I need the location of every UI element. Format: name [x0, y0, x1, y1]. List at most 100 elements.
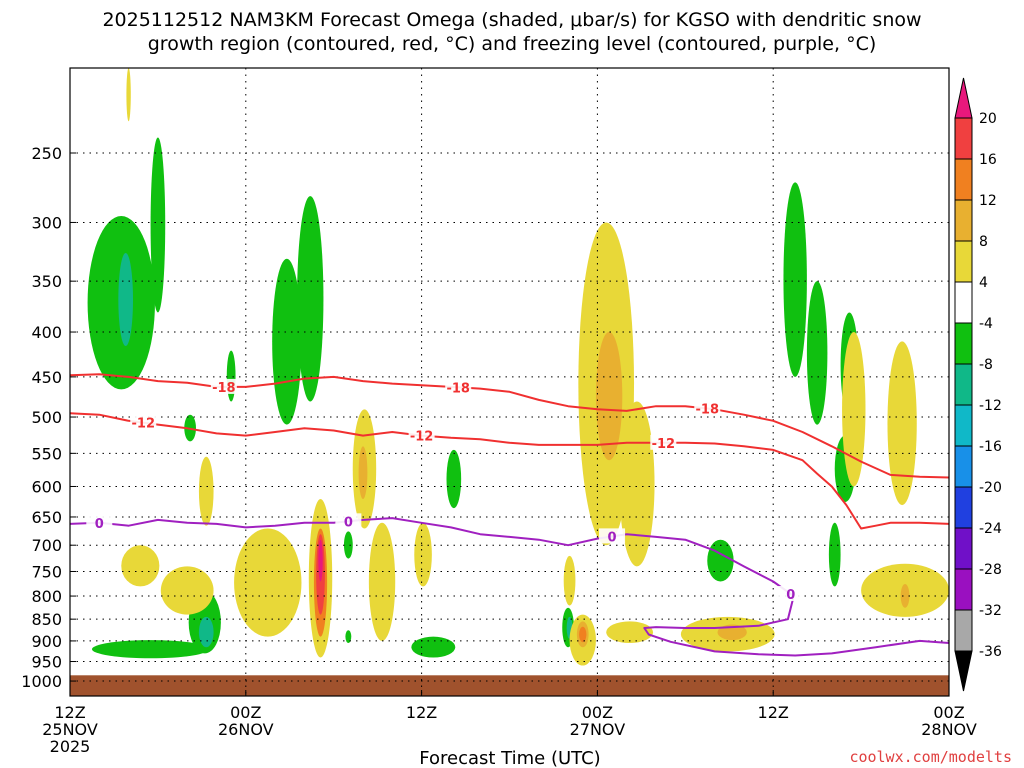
x-tick-label-5-0: 00Z [933, 703, 964, 722]
contour-label-bg-2-1 [335, 513, 362, 529]
omega-region-2-14 [842, 332, 866, 487]
x-tick-label-1-0: 00Z [230, 703, 261, 722]
y-axis-ticks: 250 300 350 400 450 500 550 600 650 700 750 800 850 9… [21, 144, 76, 691]
y-tick-label-600: 600 [31, 477, 62, 496]
y-tick-label-900: 900 [31, 632, 62, 651]
chart-title-line-2: growth region (contoured, red, °C) and f… [148, 33, 877, 55]
omega-region-4-1 [579, 626, 587, 643]
colorbar-label-10: -24 [979, 521, 1002, 537]
colorbar-band-8 [954, 445, 973, 488]
colorbar-label-6: -8 [979, 357, 993, 373]
x-tick-label-0-1: 25NOV [42, 720, 98, 739]
y-tick-label-550: 550 [31, 444, 62, 463]
colorbar-band-1 [954, 158, 973, 201]
omega-region-0-4 [272, 258, 302, 425]
colorbar-band-4 [954, 281, 973, 324]
omega-region-3-0 [595, 332, 623, 461]
contour-label-0-2: 0 [608, 530, 617, 545]
y-tick-label-950: 950 [31, 653, 62, 672]
omega-region-0-6 [446, 449, 462, 509]
omega-region-0-18 [828, 522, 841, 587]
omega-region-2-1 [198, 456, 214, 526]
omega-region-6-0 [318, 539, 323, 582]
chart-title-line-1: 2025112512 NAM3KM Forecast Omega (shaded… [102, 9, 921, 31]
omega-region-2-15 [887, 341, 917, 506]
contour-labels: -18 -18 -18 -12 -12 -12 0 0 0 0 [86, 378, 804, 603]
omega-region-1-1 [198, 616, 214, 648]
colorbar-bottom-arrow [954, 650, 973, 692]
omega-region-2-12 [606, 621, 654, 644]
x-tick-label-2-0: 12Z [406, 703, 437, 722]
contour-label--18-0: -18 [212, 381, 236, 396]
ground-fill [70, 675, 949, 696]
contour-label-bg-1-1 [408, 427, 435, 443]
x-tick-label-3-0: 00Z [582, 703, 613, 722]
contour-line--12 [70, 412, 949, 530]
plot-frame [69, 67, 950, 697]
y-tick-label-1000: 1000 [21, 672, 62, 691]
contour-line-0 [70, 517, 949, 657]
contour-label--18-2: -18 [696, 403, 720, 418]
colorbar-label-13: -36 [979, 644, 1002, 660]
omega-region-0-15 [806, 281, 828, 425]
omega-region-2-7 [414, 522, 432, 587]
colorbar-label-5: -4 [979, 316, 993, 332]
omega-region-2-2 [160, 566, 214, 615]
omega-region-0-8 [345, 630, 352, 644]
omega-region-0-11 [411, 636, 456, 658]
colorbar-label-7: -12 [979, 398, 1002, 414]
y-tick-label-400: 400 [31, 323, 62, 342]
omega-region-3-4 [900, 583, 910, 608]
omega-region-0-14 [783, 182, 807, 377]
colorbar-label-12: -32 [979, 603, 1002, 619]
colorbar-label-9: -20 [979, 480, 1002, 496]
contour-label--12-2: -12 [652, 437, 676, 452]
omega-region-2-0 [121, 545, 160, 587]
y-tick-label-350: 350 [31, 272, 62, 291]
x-axis-label: Forecast Time (UTC) [419, 748, 600, 768]
colorbar-band-7 [954, 404, 973, 447]
contour-label-0-0: 0 [95, 517, 104, 532]
colorbar-label-1: 16 [979, 152, 997, 168]
x-tick-label-1-1: 26NOV [218, 720, 274, 739]
colorbar-label-0: 20 [979, 111, 997, 127]
contour-label-bg-2-2 [599, 528, 626, 544]
contour-label-bg-1-0 [130, 414, 157, 430]
contour-label--12-0: -12 [132, 417, 156, 432]
y-tick-label-700: 700 [31, 536, 62, 555]
contour-label-bg-0-2 [694, 400, 721, 416]
colorbar-top-arrow [954, 77, 973, 119]
contour-label-bg-0-0 [210, 378, 237, 394]
colorbar-band-0 [954, 117, 973, 160]
y-tick-label-300: 300 [31, 213, 62, 232]
contour-label-bg-2-3 [777, 586, 804, 602]
contour-label--18-1: -18 [446, 381, 470, 396]
colorbar-band-2 [954, 199, 973, 242]
contour-label-bg-2-0 [86, 514, 113, 530]
omega-region-2-3 [234, 528, 302, 637]
contour-label--12-1: -12 [410, 430, 434, 445]
colorbar-band-6 [954, 363, 973, 406]
y-tick-label-750: 750 [31, 562, 62, 581]
y-tick-label-850: 850 [31, 610, 62, 629]
colorbar: 20 16 12 8 4 -4 -8 -12 -16 -20 -24 -28 -32 -36 [954, 77, 1002, 692]
colorbar-label-11: -28 [979, 562, 1002, 578]
x-tick-label-0-0: 12Z [54, 703, 85, 722]
omega-region-0-7 [343, 531, 353, 559]
colorbar-band-10 [954, 527, 973, 570]
omega-region-0-5 [297, 196, 324, 402]
colorbar-band-9 [954, 486, 973, 529]
colorbar-band-3 [954, 240, 973, 283]
contour-label-0-1: 0 [344, 515, 353, 530]
colorbar-band-11 [954, 568, 973, 611]
omega-region-3-1 [358, 446, 368, 499]
colorbar-label-8: -16 [979, 439, 1002, 455]
x-tick-label-0-2: 2025 [50, 737, 91, 756]
colorbar-band-5 [954, 322, 973, 365]
colorbar-label-4: 4 [979, 275, 988, 291]
colorbar-band-12 [954, 609, 973, 652]
y-tick-label-800: 800 [31, 587, 62, 606]
omega-region-1-0 [118, 252, 133, 347]
omega-region-2-6 [368, 522, 396, 641]
